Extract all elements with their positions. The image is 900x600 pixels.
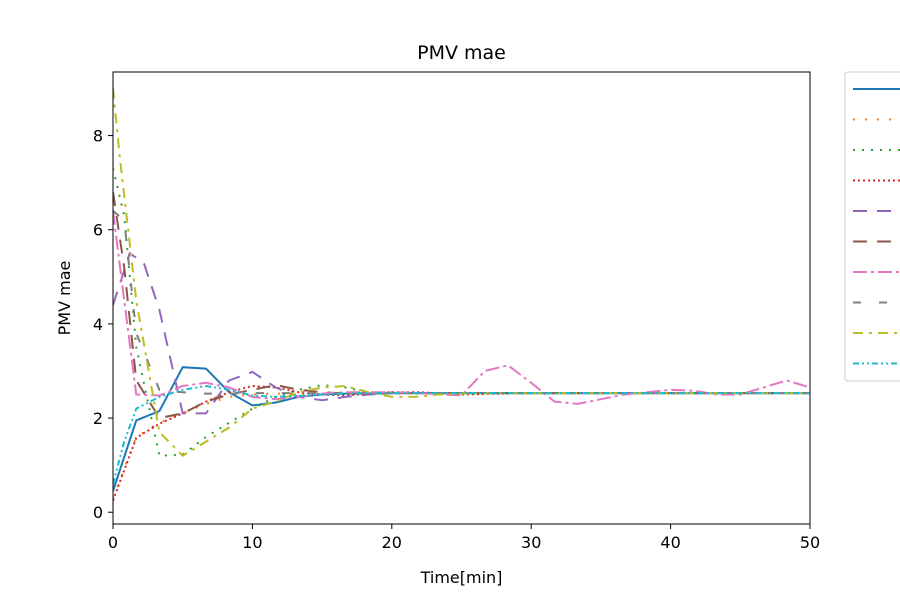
y-tick-label: 4 (93, 315, 103, 334)
x-tick-label: 20 (382, 533, 402, 552)
y-axis: 0 2 4 6 8 (93, 127, 113, 522)
x-tick-label: 50 (800, 533, 820, 552)
y-tick-label: 6 (93, 221, 103, 240)
series-line-7 (113, 210, 810, 405)
plot-frame (112, 71, 811, 525)
y-tick-label: 2 (93, 409, 103, 428)
series-line-8 (113, 210, 810, 395)
x-axis-label: Time[min] (420, 568, 503, 587)
y-tick-label: 0 (93, 503, 103, 522)
x-tick-label: 0 (108, 533, 118, 552)
x-axis: 0 10 20 30 40 50 (108, 524, 820, 552)
x-tick-label: 40 (660, 533, 680, 552)
x-tick-label: 10 (242, 533, 262, 552)
series-line-6 (113, 191, 810, 420)
legend (844, 71, 900, 382)
legend-frame (844, 71, 900, 382)
series-line-3 (113, 168, 810, 457)
y-tick-label: 8 (93, 127, 103, 146)
y-axis-label: PMV mae (55, 261, 74, 336)
x-tick-label: 30 (521, 533, 541, 552)
chart-title: PMV mae (417, 42, 506, 64)
series-line-10 (113, 384, 810, 485)
series-layer (113, 88, 810, 501)
